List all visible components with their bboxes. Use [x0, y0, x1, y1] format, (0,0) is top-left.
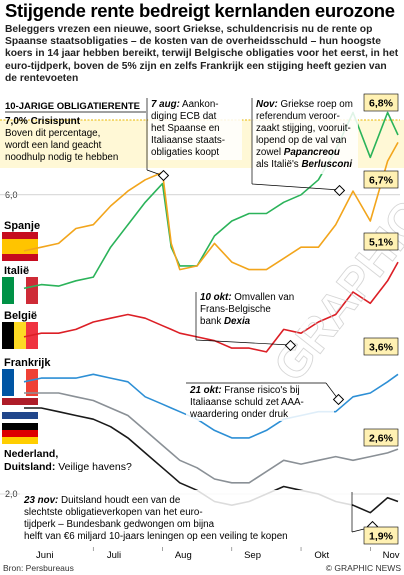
end-label-nl-text: 2,6% [369, 433, 394, 445]
annotation-oct10-marker [284, 339, 297, 352]
x-axis: Juni Juli Aug Sep Okt Nov [36, 547, 400, 561]
svg-text:10 okt: Omvallen van: 10 okt: Omvallen van [200, 292, 294, 303]
credit-text: © GRAPHIC NEWS [326, 563, 402, 573]
country-label-de: Duitsland: Veilige havens? [4, 461, 132, 473]
annotation-oct21-marker [332, 393, 345, 406]
flag-italy [2, 277, 38, 304]
annotation-aug7-line1: Aankon- [180, 99, 219, 110]
annotation-oct21-date: 21 okt: [189, 385, 222, 396]
x-tick-label: Nov [383, 550, 400, 561]
svg-text:als Italië's Berlusconi: als Italië's Berlusconi [256, 159, 352, 170]
end-label-france: 3,6% [363, 337, 399, 356]
country-label-france: Frankrijk [4, 357, 51, 369]
end-label-italy: 6,8% [363, 93, 399, 112]
annotation-oct10-date: 10 okt: [200, 292, 232, 303]
annotation-nov23-line1: Duitsland houdt een van de [58, 495, 181, 506]
crisis-body-2: wordt een land geacht [4, 140, 102, 151]
country-label-spain: Spanje [4, 220, 40, 232]
flag-germany [2, 423, 38, 444]
annotation-oct10-line2: Frans-Belgische [200, 304, 271, 315]
end-label-de-text: 1,9% [369, 531, 394, 543]
annotation-nov-line1: Griekse roep om [278, 99, 353, 110]
annotation-oct10-dexia: Dexia [224, 316, 251, 327]
annotation-aug7-line3: het Spaanse en [151, 123, 220, 134]
series-line-spanje [23, 142, 399, 271]
annotation-aug7-line2: diging ECB dat [151, 111, 217, 122]
end-label-nl: 2,6% [363, 428, 399, 447]
x-tick-label: Juli [107, 550, 121, 561]
annotation-nov23-line4: helft van €6 miljard 10-jaars leningen o… [24, 531, 288, 542]
annotation-nov-marker [333, 184, 346, 197]
svg-text:23 nov: Duitsland houdt een va: 23 nov: Duitsland houdt een van de [23, 495, 181, 506]
annotation-nov23: 23 nov: Duitsland houdt een van de slech… [20, 490, 379, 544]
series-line-nederland [24, 392, 399, 484]
end-label-de: 1,9% [363, 526, 399, 545]
svg-text:bank Dexia: bank Dexia [200, 316, 251, 327]
flag-spain [2, 232, 38, 261]
end-label-spain: 6,7% [363, 170, 399, 189]
annotation-nov23-line3: tijdperk – Bundesbank gedwongen om bijna [24, 519, 215, 530]
page-title: Stijgende rente bedreigt kernlanden euro… [5, 0, 395, 21]
end-label-belgium: 5,1% [363, 232, 399, 251]
intro-text: Beleggers vrezen een nieuwe, soort Griek… [5, 24, 399, 84]
annotation-aug7-marker [157, 169, 170, 182]
annotation-nov: Nov: Griekse roep om referendum veroor- … [251, 96, 358, 197]
annotation-nov-papandreou: Papancreou [284, 147, 340, 158]
legend-title: 10-JARIGE OBLIGATIERENTE [5, 101, 140, 112]
annotation-nov-line3: zaakt stijging, vooruit- [256, 123, 351, 134]
annotation-nov23-line2: slechtste obligatieverkopen van het euro… [24, 507, 203, 518]
crisis-body-3: noodhulp nodig te hebben [5, 152, 118, 163]
source-text: Bron: Persbureaus [3, 563, 74, 573]
crisis-body-1: Boven dit percentage, [5, 128, 100, 139]
annotation-nov-pointer [251, 183, 341, 191]
annotation-nov-berlusconi: Berlusconi [301, 159, 352, 170]
annotation-nov-line4: lopend op de val van [256, 135, 346, 146]
annotation-oct10: 10 okt: Omvallen van Frans-Belgische ban… [195, 288, 308, 352]
x-tick-label: Aug [175, 550, 192, 561]
svg-text:zowel Papancreou: zowel Papancreou [256, 147, 340, 158]
crisis-title: 7,0% Crisispunt [5, 116, 81, 127]
flag-france [2, 369, 38, 396]
x-tick-label: Juni [36, 550, 53, 561]
annotation-oct21-line1: Franse risico's bij [222, 385, 300, 396]
x-tick-label: Okt [314, 550, 329, 561]
annotation-aug7: 7 aug: Aankon- diging ECB dat het Spaans… [146, 96, 242, 182]
annotation-oct21-pointer [325, 382, 339, 400]
end-label-france-text: 3,6% [369, 342, 394, 354]
annotation-aug7-line4: Italiaanse staats- [151, 135, 225, 146]
annotation-oct21: 21 okt: Franse risico's bij Italiaanse s… [186, 381, 345, 421]
end-label-italy-text: 6,8% [369, 98, 394, 110]
series-line-belgië [23, 261, 399, 353]
end-label-belgium-text: 5,1% [369, 237, 394, 249]
annotation-nov23-date: 23 nov: [23, 495, 58, 506]
annotation-nov-line2: referendum veroor- [256, 111, 340, 122]
svg-text:7 aug: Aankon-: 7 aug: Aankon- [151, 99, 219, 110]
svg-text:21 okt: Franse risico's bij: 21 okt: Franse risico's bij [189, 385, 300, 396]
annotation-oct21-line2: Italiaanse schuld zet AAA- [190, 397, 304, 408]
annotation-aug7-date: 7 aug: [151, 99, 180, 110]
annotation-nov-date: Nov: [256, 99, 278, 110]
series-line-frankrijk [23, 373, 399, 439]
flag-belgium [2, 322, 38, 349]
annotation-nov-zowel: zowel [256, 147, 284, 158]
annotation-nov-als: als Italië's [256, 159, 301, 170]
annotation-aug7-line5: obligaties koopt [151, 147, 219, 158]
annotation-oct10-bank: bank [200, 316, 224, 327]
country-label-de-name: Duitsland: [4, 461, 55, 473]
annotation-oct10-pointer [195, 339, 291, 346]
annotation-oct10-line1: Omvallen van [232, 292, 295, 303]
flag-netherlands [2, 398, 38, 419]
end-label-spain-text: 6,7% [369, 175, 394, 187]
annotation-oct21-line3: waardering onder druk [189, 409, 288, 420]
safe-haven-question: Veilige havens? [55, 461, 132, 473]
svg-text:Nov: Griekse roep om: Nov: Griekse roep om [256, 99, 353, 110]
country-label-belgium: België [4, 310, 37, 322]
country-label-nl: Nederland, [4, 448, 58, 460]
x-tick-label: Sep [244, 550, 261, 561]
country-label-italy: Italië [4, 265, 29, 277]
